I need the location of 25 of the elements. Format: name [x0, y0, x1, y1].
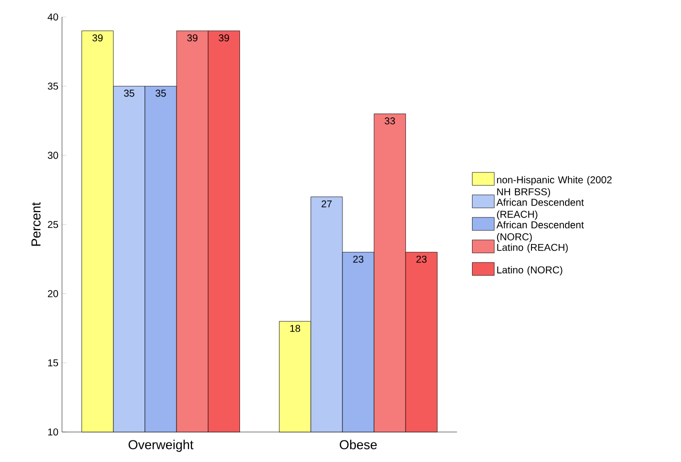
- x-tick-label: Overweight: [128, 440, 194, 452]
- y-tick-label: 35: [48, 82, 58, 90]
- y-tick-label: 40: [48, 13, 58, 21]
- y-tick-label: 30: [48, 152, 58, 159]
- y-tick-label: 25: [48, 220, 58, 228]
- y-tick-label: 20: [48, 290, 58, 298]
- data-label: 39: [92, 34, 103, 42]
- y-axis-title: Percent: [32, 202, 41, 246]
- legend-label: African Descendent (NORC): [496, 221, 584, 242]
- legend-label: Latino (REACH): [497, 244, 568, 253]
- data-label: 39: [187, 34, 198, 42]
- data-label: 27: [322, 200, 332, 208]
- x-tick-label: Obese: [340, 440, 377, 450]
- legend-label: Latino (NORC): [497, 266, 562, 276]
- legend-label: African Descendent (REACH): [496, 198, 584, 220]
- data-label: 23: [416, 256, 427, 263]
- data-label: 33: [384, 117, 395, 124]
- data-label: 18: [290, 324, 300, 332]
- y-tick-label: 15: [48, 359, 58, 366]
- y-tick-label: 10: [48, 428, 58, 436]
- legend-label: non-Hispanic White (2002 NH BRFSS): [497, 176, 612, 198]
- data-label: 39: [218, 34, 230, 42]
- data-label: 35: [124, 90, 134, 97]
- data-label: 35: [156, 90, 166, 97]
- data-label: 23: [353, 256, 364, 263]
